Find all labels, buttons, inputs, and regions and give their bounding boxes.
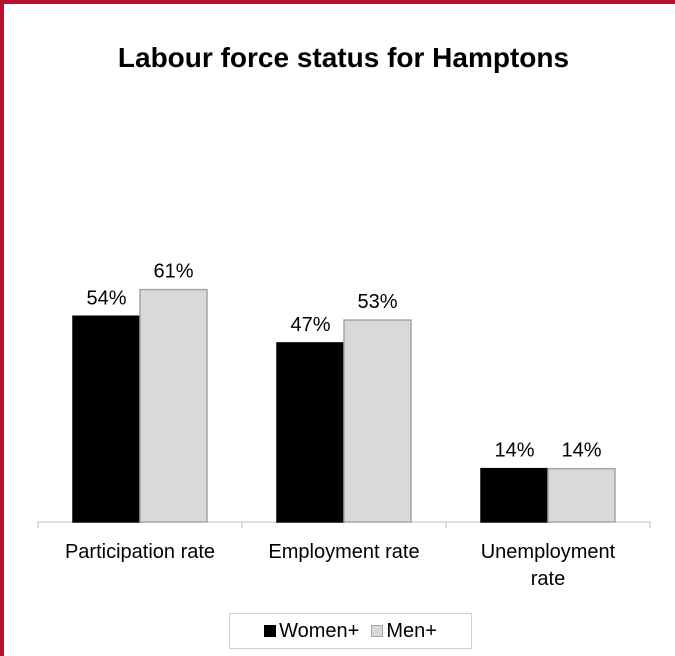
data-label: 47% xyxy=(290,314,330,336)
legend-swatch-men xyxy=(371,625,384,637)
x-tick-label: Unemployment xyxy=(481,541,616,563)
bar-women-1 xyxy=(276,342,345,523)
legend-item-men: Men+ xyxy=(371,620,437,643)
data-label: 54% xyxy=(86,287,126,309)
bar-women-0 xyxy=(72,315,141,523)
x-tick-label: Employment rate xyxy=(268,541,419,563)
data-label: 53% xyxy=(357,291,397,313)
legend-item-women: Women+ xyxy=(264,620,359,643)
data-label: 14% xyxy=(494,440,534,462)
data-label: 14% xyxy=(561,440,601,462)
x-tick-label: Participation rate xyxy=(65,541,215,563)
legend-swatch-women xyxy=(264,625,277,637)
bar-men-0 xyxy=(139,288,208,523)
bar-men-2 xyxy=(547,467,616,523)
chart-title: Labour force status for Hamptons xyxy=(117,42,570,73)
data-label: 61% xyxy=(153,261,193,283)
legend-label-women: Women+ xyxy=(279,619,360,642)
x-tick-label: rate xyxy=(531,568,565,590)
legend-label-men: Men+ xyxy=(386,619,437,642)
legend: Women+ Men+ xyxy=(229,613,472,649)
bar-men-1 xyxy=(343,319,412,523)
bar-women-2 xyxy=(480,467,549,523)
